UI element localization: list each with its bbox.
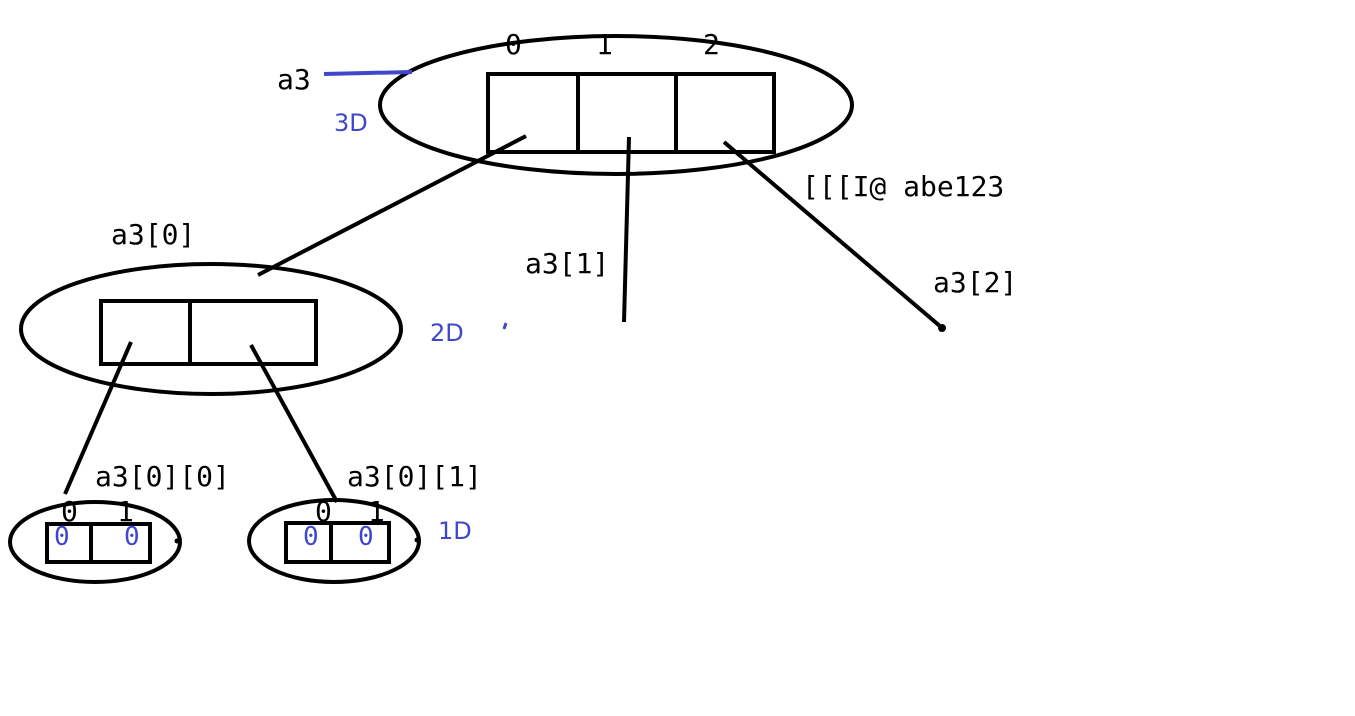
array-1d-ellipse-right bbox=[247, 498, 421, 584]
label-a3-0: a3[0] bbox=[111, 218, 195, 251]
connector-a3-0-1 bbox=[249, 344, 339, 503]
array-3d-index-2: 2 bbox=[703, 28, 720, 61]
array-3d-index-0: 0 bbox=[505, 28, 522, 61]
dimension-label-3d: 3D bbox=[334, 109, 368, 137]
array-1d-left-index-1: 1 bbox=[117, 495, 134, 528]
array-3d-box bbox=[486, 72, 776, 154]
connector-end-dot bbox=[938, 324, 946, 332]
array-1d-right-index-1: 1 bbox=[368, 495, 385, 528]
label-a3-0-1: a3[0][1] bbox=[347, 460, 482, 493]
array-1d-ellipse-left bbox=[8, 500, 182, 584]
reference-arrow bbox=[323, 70, 413, 76]
array-1d-left-value-0: 0 bbox=[54, 522, 70, 552]
stray-dot bbox=[174, 538, 180, 544]
array-1d-right-index-0: 0 bbox=[315, 495, 332, 528]
connector-a3-0 bbox=[257, 134, 527, 277]
array-2d-box bbox=[99, 299, 318, 366]
connector-a3-2 bbox=[722, 140, 943, 329]
array-3d-ellipse bbox=[378, 34, 854, 176]
connector-a3-0-0 bbox=[63, 341, 133, 495]
array-3d-index-1: 1 bbox=[596, 28, 613, 61]
array-1d-box-left bbox=[45, 522, 152, 564]
array-2d-ellipse bbox=[19, 262, 403, 396]
array-1d-right-value-0: 0 bbox=[303, 522, 319, 552]
dimension-label-2d: 2D bbox=[430, 319, 464, 347]
dimension-label-1d: 1D bbox=[438, 517, 472, 545]
array-1d-left-value-1: 0 bbox=[124, 522, 140, 552]
variable-name: a3 bbox=[277, 63, 311, 96]
array-1d-left-index-0: 0 bbox=[61, 495, 78, 528]
stray-dot bbox=[414, 537, 420, 543]
array-1d-right-value-1: 0 bbox=[358, 522, 374, 552]
label-a3-0-0: a3[0][0] bbox=[95, 460, 230, 493]
connector-a3-1 bbox=[622, 136, 631, 323]
address-text: [[[I@ abe123 bbox=[802, 170, 1004, 203]
array-1d-box-right bbox=[284, 521, 391, 564]
stray-mark bbox=[502, 322, 508, 330]
label-a3-2: a3[2] bbox=[933, 266, 1017, 299]
label-a3-1: a3[1] bbox=[525, 247, 609, 280]
